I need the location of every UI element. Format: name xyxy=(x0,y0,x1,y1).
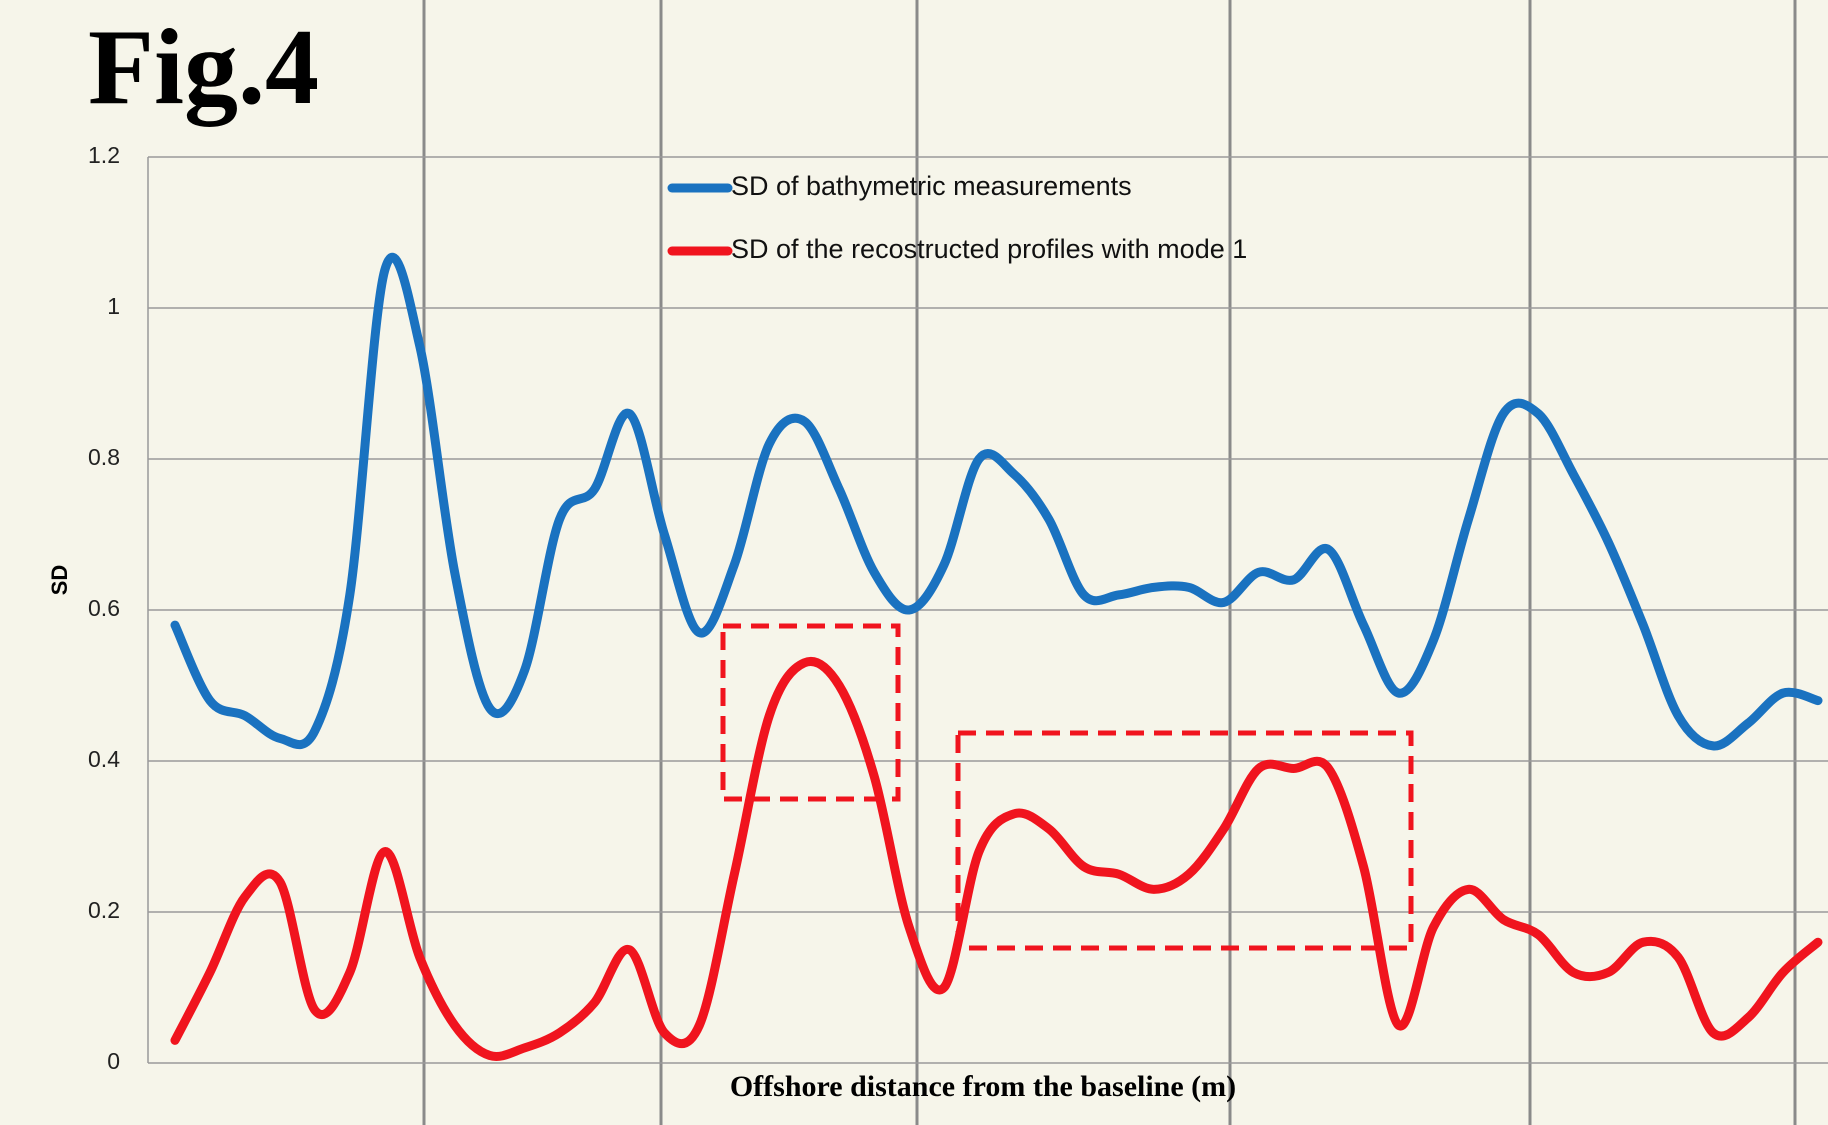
legend-label: SD of the recostructed profiles with mod… xyxy=(731,234,1247,264)
series-line xyxy=(170,657,1823,1061)
series-line xyxy=(170,252,1823,751)
y-tick-label: 0.6 xyxy=(88,595,120,621)
y-tick-label: 0.2 xyxy=(88,897,120,923)
plot: 0 0.2 0.4 0.6 0.8 1 1.2 SD of bathymetric measu… xyxy=(88,142,1828,1074)
highlight-box xyxy=(955,730,1414,951)
y-tick-label: 0.4 xyxy=(88,746,120,772)
x-axis-label: Offshore distance from the baseline (m) xyxy=(730,1070,1236,1103)
y-tick-label: 1 xyxy=(107,293,120,319)
y-tick-label: 1.2 xyxy=(88,142,120,168)
y-axis-label: SD xyxy=(47,565,72,596)
decor-lines xyxy=(422,0,1797,1125)
highlight-box xyxy=(720,623,901,802)
y-tick-label: 0.8 xyxy=(88,444,120,470)
chart-title: Fig.4 xyxy=(88,8,319,127)
y-tick-label: 0 xyxy=(107,1048,120,1074)
legend-label: SD of bathymetric measurements xyxy=(731,171,1132,201)
